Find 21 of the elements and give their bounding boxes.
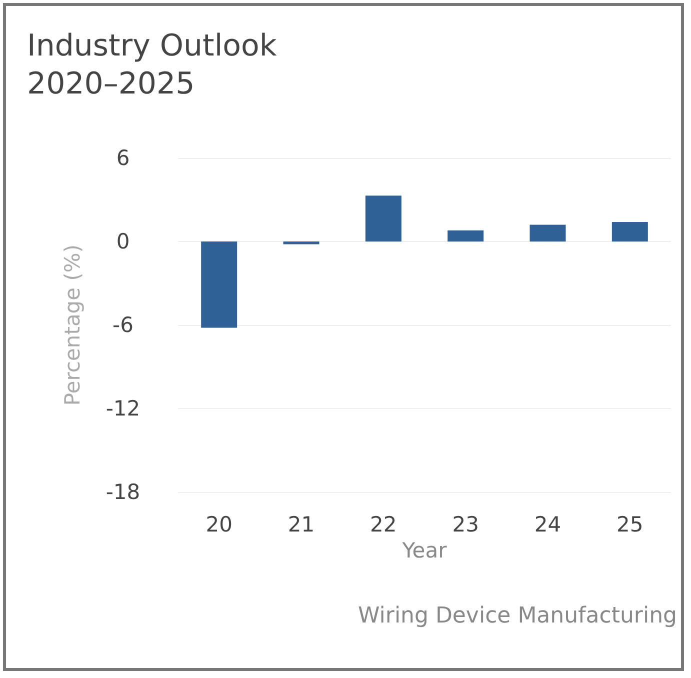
y-tick-label: 6: [116, 146, 130, 170]
bar: [365, 196, 402, 242]
chart-title: Industry Outlook 2020–2025: [27, 28, 278, 102]
y-axis-title: Percentage (%): [60, 244, 84, 406]
x-axis-title: Year: [401, 538, 448, 562]
x-tick-label: 25: [616, 512, 644, 536]
bar: [201, 242, 238, 328]
text: Wiring Device Manufacturing: [358, 604, 677, 628]
y-tick-label: -6: [112, 313, 134, 337]
bar: [612, 222, 648, 242]
y-tick-label: -18: [106, 480, 140, 504]
y-tick-label: -12: [106, 396, 140, 420]
x-tick-label: 22: [370, 512, 397, 536]
bar: [448, 230, 484, 242]
bar: [530, 224, 566, 242]
x-tick-label: 23: [452, 512, 479, 536]
x-tick-label: 24: [534, 512, 562, 536]
x-tick-label: 20: [206, 512, 232, 536]
y-tick-label: 0: [116, 230, 130, 254]
bar: [283, 242, 320, 244]
x-tick-label: 21: [288, 512, 315, 536]
